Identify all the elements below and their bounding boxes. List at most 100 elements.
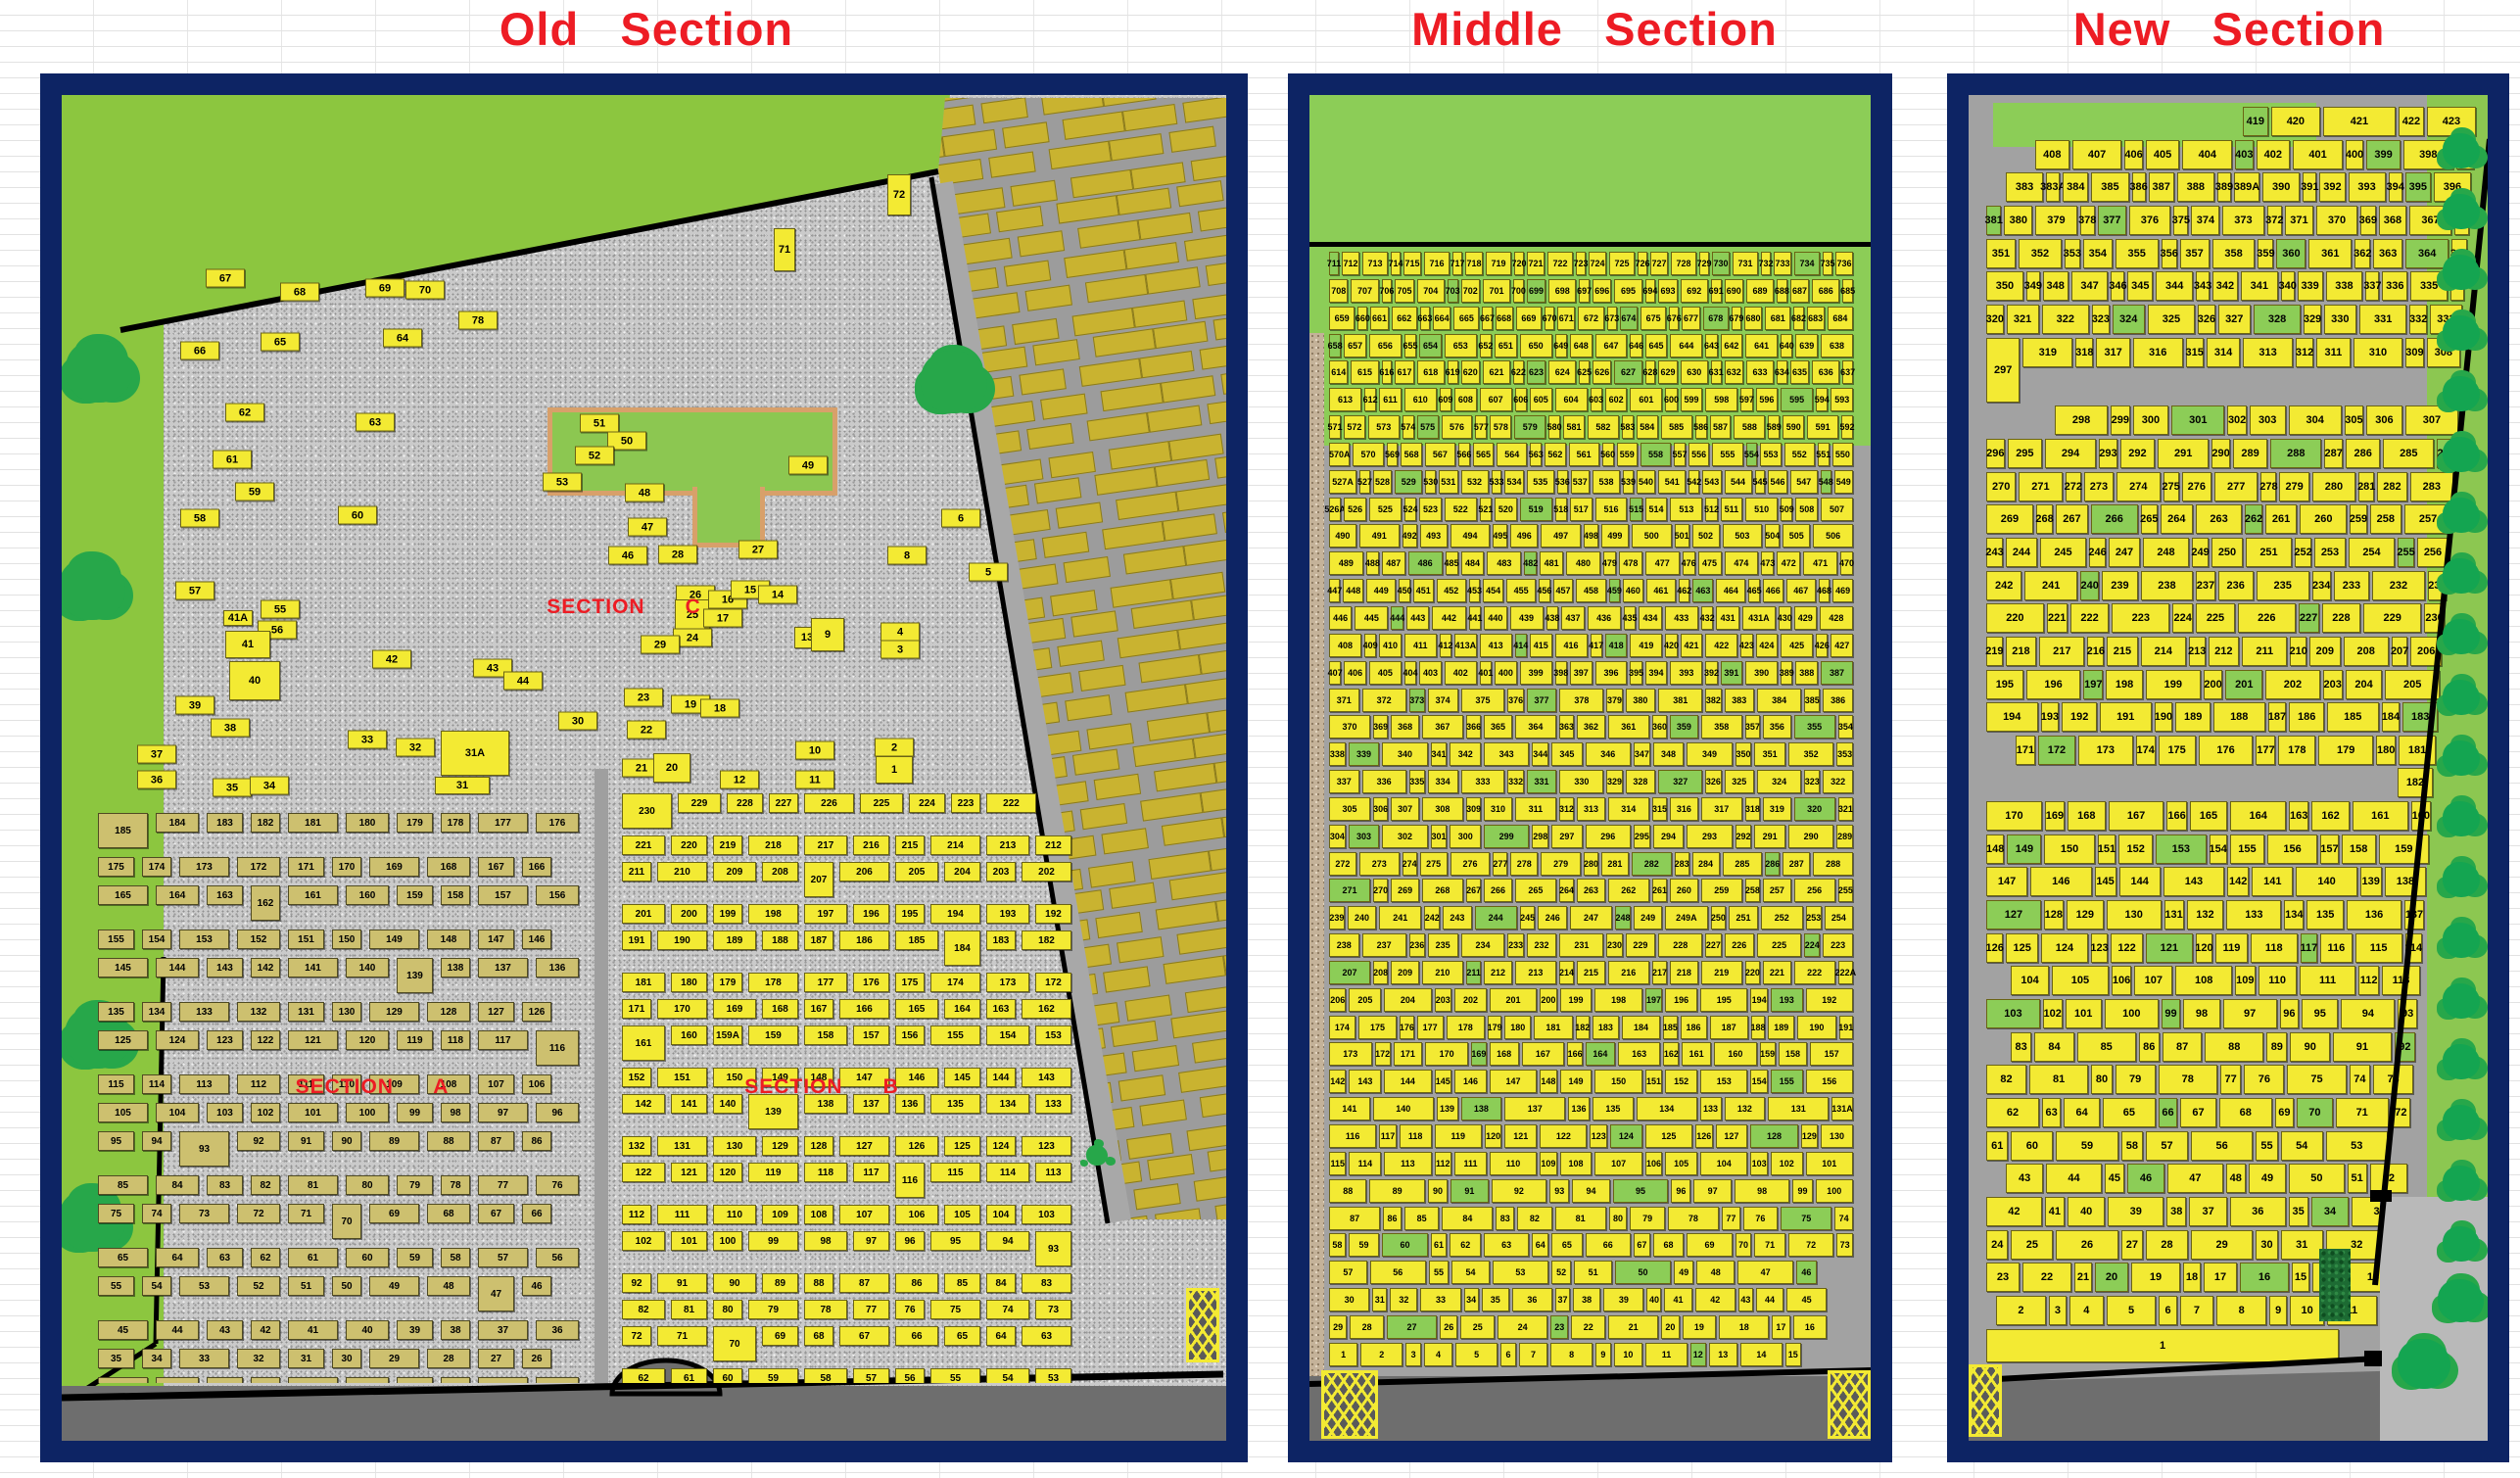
plot-box: 247 xyxy=(2109,537,2140,567)
plot-box: 146 xyxy=(522,930,551,949)
brick xyxy=(1070,610,1118,638)
plot-box: 663 xyxy=(1417,306,1432,330)
plot-box: 118 xyxy=(441,1030,470,1050)
brick xyxy=(1123,242,1179,270)
brick xyxy=(995,205,1044,233)
plot-box: 168 xyxy=(2068,801,2106,832)
plot-box: 48 xyxy=(1696,1261,1735,1285)
plot-box: 155 xyxy=(2229,834,2264,864)
plot-box: 400 xyxy=(2346,139,2363,169)
plot-box: 166 xyxy=(839,999,889,1019)
plot-box: 568 xyxy=(1401,442,1422,466)
plot-row: 658 657 656 655 654 653 652 651 650 649 648 647 646 6… xyxy=(1328,333,1854,358)
plot-box: 81 xyxy=(288,1175,338,1195)
plot-box: 242 xyxy=(1986,570,2022,600)
plot-box: 642 xyxy=(1720,333,1743,358)
plot-box: 305 xyxy=(2344,405,2364,436)
plot-box: 517 xyxy=(1569,497,1593,521)
plot-box: 75 xyxy=(98,1204,134,1223)
brick xyxy=(1063,555,1111,584)
plot-box: 401 xyxy=(1478,660,1493,685)
plot-box: 262 xyxy=(2245,504,2262,535)
plot-box: 24 xyxy=(156,1377,199,1383)
plot-box: 445 xyxy=(1355,605,1389,630)
plot-box: 577 xyxy=(1474,415,1489,440)
plot-box: 60 xyxy=(1382,1233,1428,1258)
plot-box: 162 xyxy=(2311,801,2350,832)
section-label: SECTION C xyxy=(547,596,701,618)
plot-box: 210 xyxy=(657,862,707,882)
plot-box: 83 xyxy=(2011,1031,2032,1062)
plot-box: 131 xyxy=(288,1002,324,1022)
plot-box: 43 xyxy=(207,1320,243,1340)
plot-box: 476 xyxy=(1682,551,1696,576)
plot-box: 112 xyxy=(622,1205,651,1224)
plot-box: 111 xyxy=(657,1205,707,1224)
plot-box: 9 xyxy=(811,618,844,651)
plot-box: 218 xyxy=(748,835,798,855)
plot-box: 246 xyxy=(2088,537,2107,567)
plot-box: 230 xyxy=(1606,933,1623,958)
brick xyxy=(1161,817,1225,846)
plot-box: 251 xyxy=(2246,537,2292,567)
plot-box: 147 xyxy=(1986,867,2028,897)
plot-box: 159 xyxy=(2378,834,2429,864)
plot-box: 126 xyxy=(522,1002,551,1022)
plot-box: 420 xyxy=(1664,633,1679,657)
plot-box: 381 xyxy=(1985,205,2003,235)
plot-box: 59 xyxy=(1348,1233,1380,1258)
plot-box: 106 xyxy=(522,1074,551,1094)
plot-box: 93 xyxy=(1549,1178,1570,1203)
plot-box: 283 xyxy=(1675,851,1689,876)
plot-box: 613 xyxy=(1329,388,1361,412)
plot-box: 435 xyxy=(1623,605,1638,630)
plot-box: 185 xyxy=(1663,1015,1678,1039)
plot-box: 70 xyxy=(405,280,445,300)
plot-box: 309 xyxy=(1465,796,1482,821)
plot-box: 179 xyxy=(713,973,742,992)
plot-box: 288 xyxy=(2270,438,2322,468)
plot-box: 101 xyxy=(2065,999,2102,1029)
plot-box: 25 xyxy=(1460,1314,1496,1339)
plot-box: 3 xyxy=(880,640,920,659)
plot-box: 121 xyxy=(1504,1124,1538,1148)
plot-box: 121 xyxy=(2145,932,2193,963)
plot-box: 57 xyxy=(853,1368,889,1383)
plot-box: 630 xyxy=(1680,360,1708,385)
plot-box: 359 xyxy=(2257,238,2275,268)
plot-box: 120 xyxy=(1484,1124,1502,1148)
plot-box: 146 xyxy=(2030,867,2092,897)
plot-box: 177 xyxy=(1416,1015,1444,1039)
plot-box: 39 xyxy=(175,695,214,715)
plot-box: 169 xyxy=(369,857,419,877)
brick xyxy=(965,292,1021,320)
plot-box: 139 xyxy=(2359,867,2382,897)
brick xyxy=(1109,882,1157,909)
plot-box: 15 xyxy=(2292,1263,2309,1293)
tree xyxy=(2443,133,2480,168)
plot-box: 515 xyxy=(1629,497,1643,521)
plot-box: 104 xyxy=(156,1103,199,1122)
plot-box: 227 xyxy=(769,793,798,813)
plot-box: 394 xyxy=(2387,172,2404,203)
plot-box: 90 xyxy=(332,1131,361,1151)
plot-box: 179 xyxy=(1488,1015,1502,1039)
plot-box: 441 xyxy=(1467,605,1482,630)
plot-box: 484 xyxy=(1460,551,1485,576)
plot-box: 207 xyxy=(2391,636,2408,666)
plot-box: 298 xyxy=(1532,824,1549,848)
plot-box: 80 xyxy=(713,1300,742,1319)
plot-box: 176 xyxy=(853,973,889,992)
plot-box: 697 xyxy=(1577,278,1592,303)
plot-box: 44 xyxy=(503,671,543,691)
plot-box: 16 xyxy=(1792,1314,1828,1339)
plot-box: 27 xyxy=(2120,1229,2144,1260)
plot-box: 518 xyxy=(1553,497,1568,521)
plot-box: 325 xyxy=(2147,304,2196,334)
plot-box: 84 xyxy=(2034,1031,2074,1062)
plot-box: 208 xyxy=(2343,636,2389,666)
plot-box: 38 xyxy=(441,1320,470,1340)
plot-box: 466 xyxy=(1762,579,1783,603)
plot-row: 490 491 492 493 494 495 496 497 498 499 500 501 502 5… xyxy=(1329,524,1853,548)
plot-box: 36 xyxy=(137,770,176,789)
